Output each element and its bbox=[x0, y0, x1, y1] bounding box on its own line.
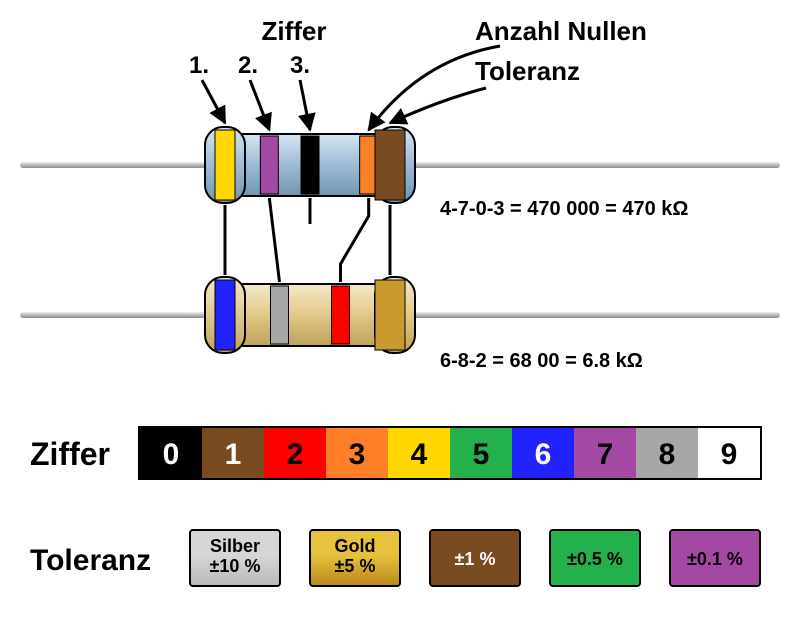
band-grey bbox=[271, 286, 289, 344]
svg-text:±1 %: ±1 % bbox=[455, 549, 496, 569]
resistor-body bbox=[239, 284, 381, 346]
pointer-arrow bbox=[300, 80, 310, 130]
band-red bbox=[332, 286, 350, 344]
pointer-arrow bbox=[202, 80, 225, 123]
svg-text:5: 5 bbox=[473, 438, 490, 471]
svg-text:7: 7 bbox=[597, 438, 614, 471]
label-pos3: 3. bbox=[290, 52, 310, 79]
svg-text:8: 8 bbox=[659, 438, 676, 471]
label-pos2: 2. bbox=[238, 52, 258, 79]
label-pos1: 1. bbox=[189, 52, 209, 79]
svg-text:0: 0 bbox=[163, 438, 180, 471]
digit-row-label: Ziffer bbox=[30, 436, 110, 472]
svg-text:±0.5 %: ±0.5 % bbox=[567, 549, 623, 569]
calc-text-2: 6-8-2 = 68 00 = 6.8 kΩ bbox=[440, 350, 643, 372]
svg-text:±5 %: ±5 % bbox=[335, 556, 376, 576]
pointer-arrow bbox=[250, 80, 269, 130]
svg-text:9: 9 bbox=[721, 438, 738, 471]
band-gold bbox=[375, 280, 405, 350]
svg-text:±10 %: ±10 % bbox=[210, 556, 261, 576]
svg-text:±0.1 %: ±0.1 % bbox=[687, 549, 743, 569]
band-blue bbox=[215, 280, 235, 350]
svg-text:1: 1 bbox=[225, 438, 242, 471]
svg-text:Silber: Silber bbox=[210, 536, 260, 556]
band-violet bbox=[260, 136, 278, 194]
svg-text:4: 4 bbox=[411, 438, 428, 471]
label-anzahl-nullen: Anzahl Nullen bbox=[475, 16, 647, 46]
svg-text:2: 2 bbox=[287, 438, 304, 471]
band-brown bbox=[375, 130, 405, 200]
calc-text-1: 4-7-0-3 = 470 000 = 470 kΩ bbox=[440, 198, 688, 220]
label-toleranz: Toleranz bbox=[475, 56, 580, 86]
label-ziffer: Ziffer bbox=[262, 16, 327, 46]
band-yellow bbox=[215, 130, 235, 200]
connector-line bbox=[269, 198, 279, 282]
svg-text:6: 6 bbox=[535, 438, 552, 471]
tolerance-row-label: Toleranz bbox=[30, 544, 151, 577]
svg-text:Gold: Gold bbox=[335, 536, 376, 556]
resistor-color-code-diagram: Ziffer Anzahl Nullen 1. 2. 3. Toleranz 4-7-0-3… bbox=[0, 0, 800, 630]
band-black bbox=[301, 136, 319, 194]
svg-text:3: 3 bbox=[349, 438, 366, 471]
